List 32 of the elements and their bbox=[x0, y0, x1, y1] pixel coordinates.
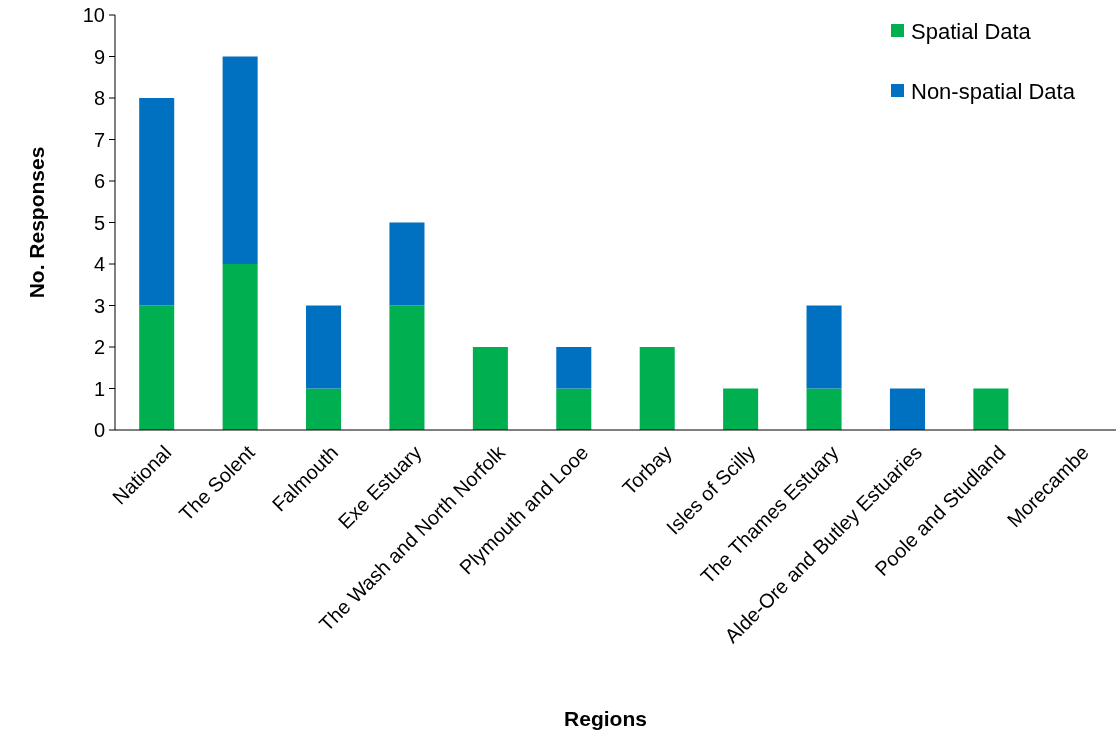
bar bbox=[806, 305, 842, 389]
bar bbox=[139, 98, 175, 306]
y-tick-label: 0 bbox=[93, 419, 105, 441]
bar bbox=[973, 388, 1009, 430]
bar bbox=[639, 347, 675, 430]
legend-label: Non-spatial Data bbox=[911, 78, 1076, 104]
bar bbox=[139, 305, 175, 430]
bar bbox=[889, 388, 925, 430]
bar bbox=[222, 56, 258, 264]
legend-label: Spatial Data bbox=[911, 18, 1032, 44]
bar bbox=[556, 388, 592, 430]
y-axis-title: No. Responses bbox=[25, 146, 48, 299]
bar bbox=[806, 388, 842, 430]
bar bbox=[472, 347, 508, 430]
bar bbox=[222, 264, 258, 430]
y-tick-label: 10 bbox=[82, 4, 105, 26]
y-tick-label: 5 bbox=[93, 211, 105, 234]
y-tick-label: 9 bbox=[93, 45, 105, 68]
x-axis-title: Regions bbox=[564, 707, 647, 730]
y-tick-label: 6 bbox=[93, 170, 105, 192]
y-tick-label: 2 bbox=[93, 336, 105, 358]
bar bbox=[306, 305, 342, 389]
bar bbox=[723, 388, 759, 430]
bar bbox=[389, 305, 425, 430]
y-tick-label: 7 bbox=[93, 128, 105, 151]
y-tick-label: 3 bbox=[93, 294, 105, 317]
bar bbox=[389, 222, 425, 306]
y-tick-label: 1 bbox=[93, 377, 105, 400]
y-tick-label: 8 bbox=[93, 87, 105, 109]
bar bbox=[556, 347, 592, 389]
bar bbox=[306, 388, 342, 430]
y-tick-label: 4 bbox=[93, 253, 105, 275]
